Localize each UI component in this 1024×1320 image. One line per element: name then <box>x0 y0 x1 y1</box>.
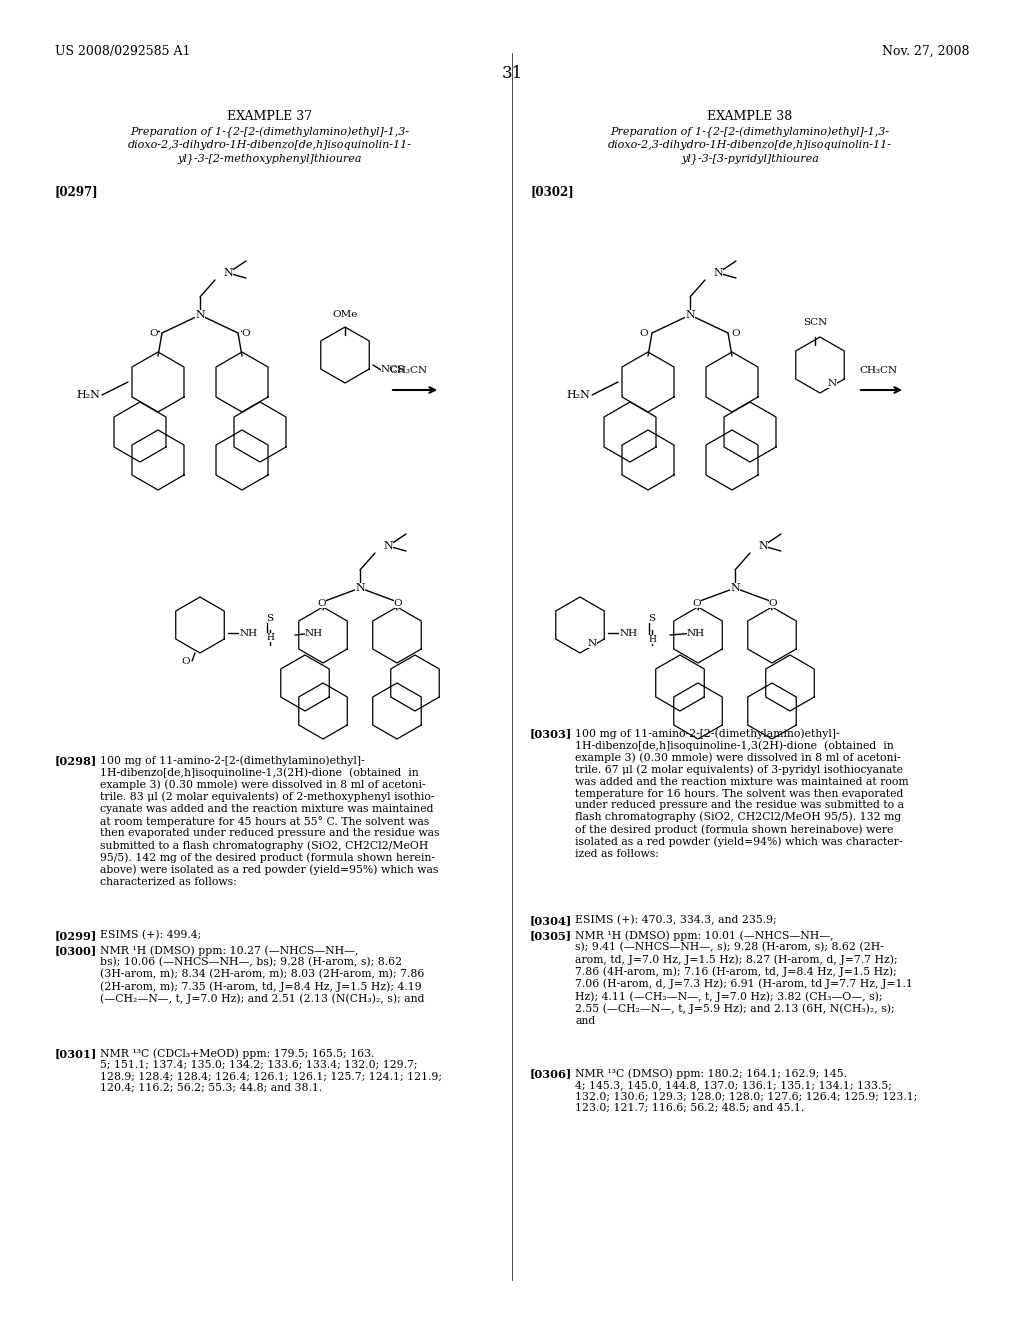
Text: N: N <box>713 268 723 279</box>
Text: N: N <box>355 583 365 593</box>
Text: CH₃CN: CH₃CN <box>859 366 897 375</box>
Text: N: N <box>196 310 205 319</box>
Text: [0297]: [0297] <box>55 185 98 198</box>
Text: [0301]: [0301] <box>55 1048 97 1059</box>
Text: NMR ¹H (DMSO) ppm: 10.27 (—NHCS—NH—,
bs); 10.06 (—NHCS—NH—, bs); 9.28 (H-arom, s: NMR ¹H (DMSO) ppm: 10.27 (—NHCS—NH—, bs)… <box>100 945 425 1005</box>
Text: EXAMPLE 37: EXAMPLE 37 <box>227 110 312 123</box>
Text: [0299]: [0299] <box>55 931 97 941</box>
Text: O: O <box>769 598 777 607</box>
Text: ESIMS (+): 499.4;: ESIMS (+): 499.4; <box>100 931 202 940</box>
Text: NMR ¹³C (CDCl₃+MeOD) ppm: 179.5; 165.5; 163.
5; 151.1; 137.4; 135.0; 134.2; 133.: NMR ¹³C (CDCl₃+MeOD) ppm: 179.5; 165.5; … <box>100 1048 442 1093</box>
Text: 100 mg of 11-amino-2-[2-(dimethylamino)ethyl]-
1H-dibenzo[de,h]isoquinoline-1,3(: 100 mg of 11-amino-2-[2-(dimethylamino)e… <box>575 729 908 858</box>
Text: O: O <box>150 329 159 338</box>
Text: yl}-3-[2-methoxyphenyl]thiourea: yl}-3-[2-methoxyphenyl]thiourea <box>178 153 362 164</box>
Text: [0300]: [0300] <box>55 945 97 956</box>
Text: O: O <box>181 656 190 665</box>
Text: dioxo-2,3-dihydro-1H-dibenzo[de,h]isoquinolin-11-: dioxo-2,3-dihydro-1H-dibenzo[de,h]isoqui… <box>608 140 892 150</box>
Text: N: N <box>758 541 768 550</box>
Text: NCS: NCS <box>381 366 406 375</box>
Text: [0305]: [0305] <box>530 931 572 941</box>
Text: [0303]: [0303] <box>530 729 572 739</box>
Text: O: O <box>692 598 701 607</box>
Text: O: O <box>640 329 648 338</box>
Text: NH: NH <box>240 628 258 638</box>
Text: SCN: SCN <box>803 318 827 327</box>
Text: dioxo-2,3-dihydro-1H-dibenzo[de,h]isoquinolin-11-: dioxo-2,3-dihydro-1H-dibenzo[de,h]isoqui… <box>128 140 412 150</box>
Text: N: N <box>223 268 232 279</box>
Text: H₂N: H₂N <box>566 389 590 400</box>
Text: NMR ¹³C (DMSO) ppm: 180.2; 164.1; 162.9; 145.
4; 145.3, 145.0, 144.8, 137.0; 136: NMR ¹³C (DMSO) ppm: 180.2; 164.1; 162.9;… <box>575 1068 918 1113</box>
Text: yl}-3-[3-pyridyl]thiourea: yl}-3-[3-pyridyl]thiourea <box>681 153 819 164</box>
Text: OMe: OMe <box>333 310 357 319</box>
Text: [0302]: [0302] <box>530 185 573 198</box>
Text: O: O <box>317 598 327 607</box>
Text: Preparation of 1-{2-[2-(dimethylamino)ethyl]-1,3-: Preparation of 1-{2-[2-(dimethylamino)et… <box>130 127 410 139</box>
Text: S: S <box>648 614 655 623</box>
Text: [0306]: [0306] <box>530 1068 572 1078</box>
Text: O: O <box>732 329 740 338</box>
Text: H: H <box>648 635 656 644</box>
Text: O: O <box>242 329 250 338</box>
Text: [0298]: [0298] <box>55 755 97 766</box>
Text: ESIMS (+): 470.3, 334.3, and 235.9;: ESIMS (+): 470.3, 334.3, and 235.9; <box>575 915 776 925</box>
Text: S: S <box>266 614 273 623</box>
Text: N: N <box>588 639 597 648</box>
Text: NH: NH <box>620 628 638 638</box>
Text: 31: 31 <box>502 65 522 82</box>
Text: O: O <box>393 598 402 607</box>
Text: [0304]: [0304] <box>530 915 572 927</box>
Text: H: H <box>266 632 274 642</box>
Text: NH: NH <box>305 628 324 638</box>
Text: H₂N: H₂N <box>76 389 100 400</box>
Text: N: N <box>383 541 393 550</box>
Text: N: N <box>827 379 837 388</box>
Text: EXAMPLE 38: EXAMPLE 38 <box>708 110 793 123</box>
Text: N: N <box>685 310 695 319</box>
Text: NH: NH <box>687 628 706 638</box>
Text: NMR ¹H (DMSO) ppm: 10.01 (—NHCS—NH—,
s); 9.41 (—NHCS—NH—, s); 9.28 (H-arom, s); : NMR ¹H (DMSO) ppm: 10.01 (—NHCS—NH—, s);… <box>575 931 912 1026</box>
Text: N: N <box>730 583 740 593</box>
Text: Preparation of 1-{2-[2-(dimethylamino)ethyl]-1,3-: Preparation of 1-{2-[2-(dimethylamino)et… <box>610 127 890 139</box>
Text: US 2008/0292585 A1: US 2008/0292585 A1 <box>55 45 190 58</box>
Text: CH₃CN: CH₃CN <box>389 366 427 375</box>
Text: 100 mg of 11-amino-2-[2-(dimethylamino)ethyl]-
1H-dibenzo[de,h]isoquinoline-1,3(: 100 mg of 11-amino-2-[2-(dimethylamino)e… <box>100 755 439 887</box>
Text: Nov. 27, 2008: Nov. 27, 2008 <box>883 45 970 58</box>
